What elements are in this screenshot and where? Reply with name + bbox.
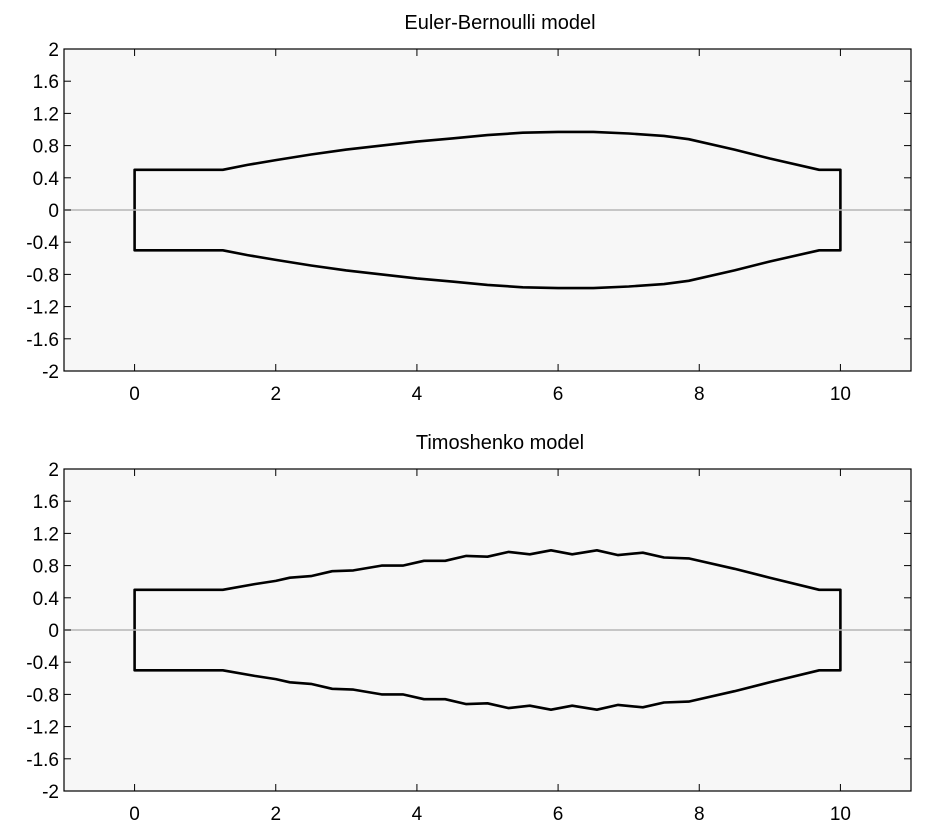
timoshenko-x-tick-label: 2 (270, 804, 281, 825)
euler-bernoulli-panel: Euler-Bernoulli model 0 2 4 6 8 10 2 1.6 1.2 0.8 0… (26, 12, 912, 405)
euler-bernoulli-lower-profile-line (133, 210, 842, 290)
timoshenko-y-tick-label: -2 (42, 782, 59, 803)
euler-bernoulli-y-tick-label: -1.2 (26, 298, 59, 319)
euler-bernoulli-y-tick-label: 0.4 (33, 169, 60, 190)
timoshenko-panel: Timoshenko model 0 2 4 6 8 10 2 1.6 1.2 0.8 0.4 0 -0… (26, 432, 912, 825)
euler-bernoulli-y-tick-label: -2 (42, 362, 59, 383)
timoshenko-y-tick-label: 0.4 (33, 589, 60, 610)
euler-bernoulli-y-tick-label: 2 (48, 40, 59, 61)
timoshenko-x-tick-label: 4 (412, 804, 423, 825)
timoshenko-y-tick-label: 2 (48, 460, 59, 481)
euler-bernoulli-x-tick-label: 2 (270, 384, 281, 405)
euler-bernoulli-x-tick-label: 0 (129, 384, 140, 405)
euler-bernoulli-y-tick-label: -1.6 (26, 330, 59, 351)
euler-bernoulli-y-tick-label: -0.4 (26, 233, 59, 254)
euler-bernoulli-upper-profile-line (133, 130, 842, 210)
euler-bernoulli-y-tick-label: 0 (48, 201, 59, 222)
timoshenko-y-tick-label: 1.2 (33, 524, 59, 545)
timoshenko-x-tick-label: 0 (129, 804, 140, 825)
timoshenko-upper-profile-line (133, 548, 842, 630)
euler-bernoulli-x-tick-label: 8 (694, 384, 705, 405)
timoshenko-lower-profile-line (133, 630, 842, 712)
euler-bernoulli-title: Euler-Bernoulli model (404, 12, 595, 34)
euler-bernoulli-x-tick-label: 6 (553, 384, 564, 405)
timoshenko-y-tick-label: -0.8 (26, 685, 59, 706)
timoshenko-title: Timoshenko model (416, 432, 584, 454)
timoshenko-y-tick-label: -1.2 (26, 718, 59, 739)
timoshenko-y-tick-label: 1.6 (33, 492, 59, 513)
euler-bernoulli-x-tick-label: 4 (412, 384, 423, 405)
timoshenko-y-tick-label: 0 (48, 621, 59, 642)
timoshenko-x-tick-label: 6 (553, 804, 564, 825)
euler-bernoulli-y-tick-label: -0.8 (26, 265, 59, 286)
euler-bernoulli-y-tick-label: 1.2 (33, 104, 59, 125)
euler-bernoulli-y-tick-label: 0.8 (33, 137, 59, 158)
timoshenko-y-tick-label: -1.6 (26, 750, 59, 771)
euler-bernoulli-x-tick-label: 10 (830, 384, 851, 405)
timoshenko-y-tick-label: 0.8 (33, 557, 59, 578)
timoshenko-x-tick-label: 8 (694, 804, 705, 825)
timoshenko-x-tick-label: 10 (830, 804, 851, 825)
euler-bernoulli-y-tick-label: 1.6 (33, 72, 59, 93)
timoshenko-y-tick-label: -0.4 (26, 653, 59, 674)
